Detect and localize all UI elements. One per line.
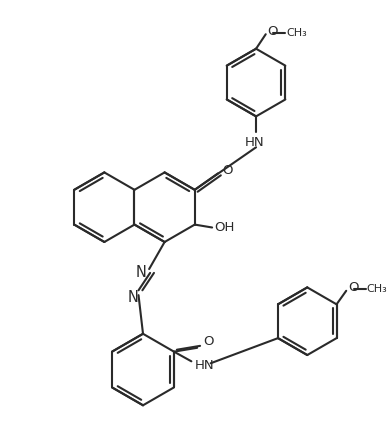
Text: O: O xyxy=(222,164,232,177)
Text: O: O xyxy=(348,282,359,294)
Text: O: O xyxy=(203,336,213,348)
Text: N: N xyxy=(128,290,139,305)
Text: O: O xyxy=(268,25,278,38)
Text: HN: HN xyxy=(244,136,264,149)
Text: N: N xyxy=(135,265,146,280)
Text: CH₃: CH₃ xyxy=(367,284,387,294)
Text: OH: OH xyxy=(214,221,234,234)
Text: HN: HN xyxy=(195,359,215,372)
Text: CH₃: CH₃ xyxy=(286,28,307,38)
